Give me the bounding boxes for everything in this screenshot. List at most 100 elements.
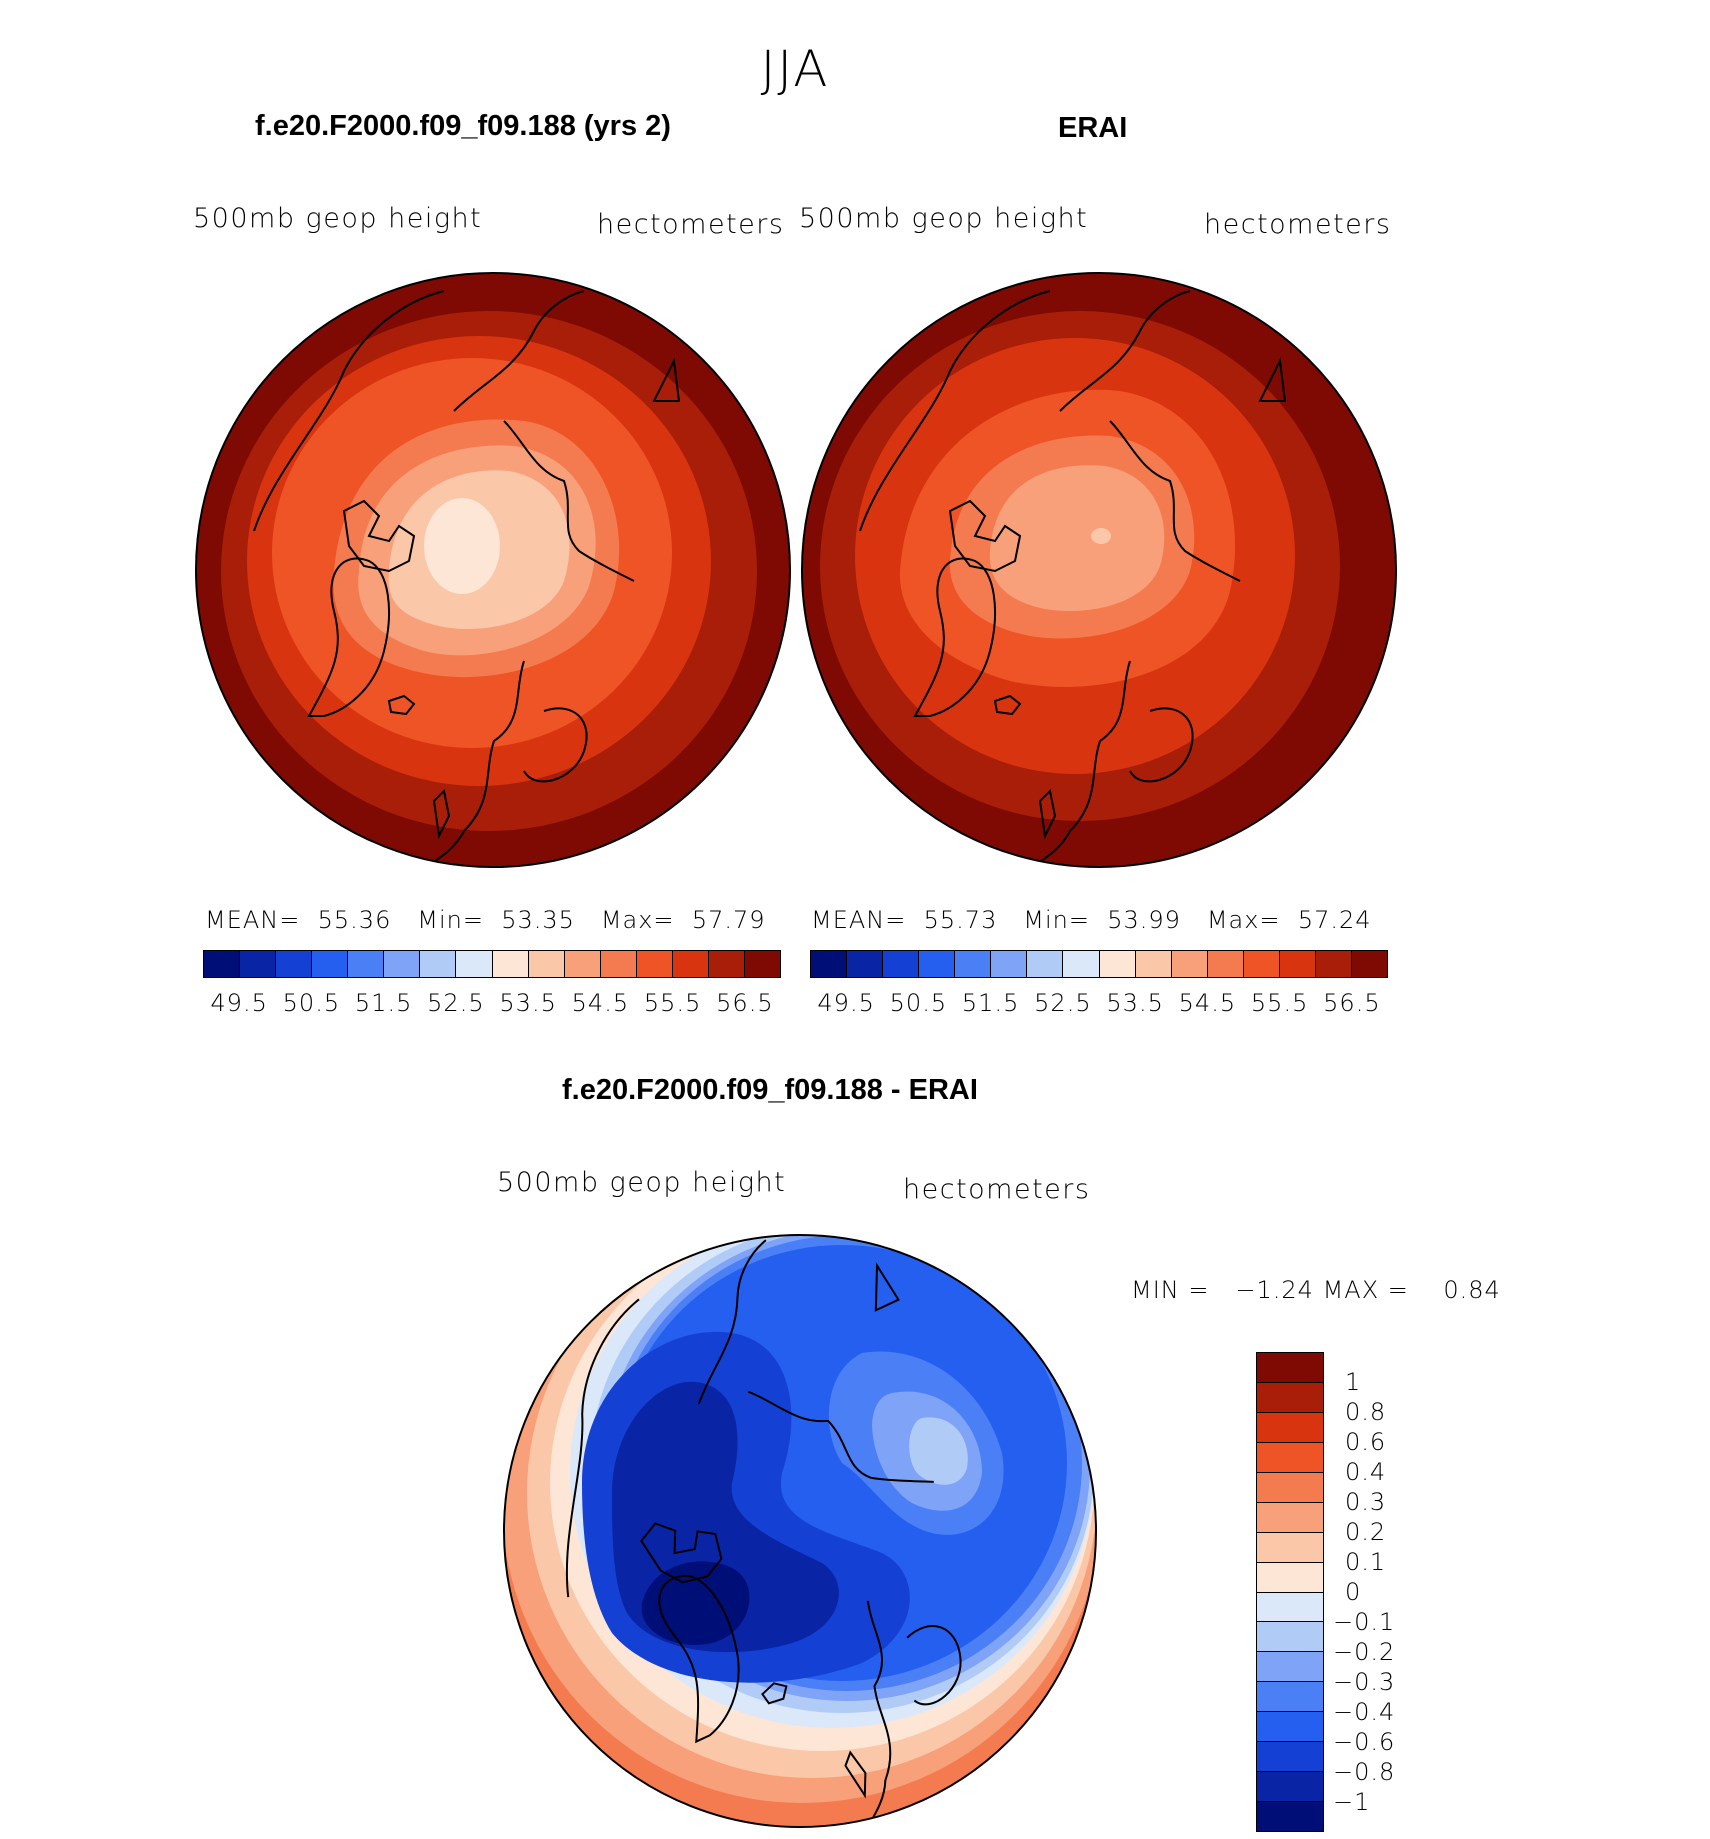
colorbar-tick-label: 54.5	[1178, 989, 1237, 1017]
mean-label: MEAN=	[811, 906, 907, 934]
panel3-stats: MIN = −1.24 MAX = 0.84	[1131, 1276, 1501, 1304]
max-value: 57.24	[1297, 906, 1372, 934]
colorbar-swatch	[600, 951, 637, 977]
colorbar-tick-label: −0.6	[1333, 1728, 1396, 1756]
panel3-colorbar-ticks: 1 0.8 0.6 0.4 0.3 0.2 0.1 0 −0.1 −0.2 −0.3 −0.4 −0.6…	[1333, 1352, 1423, 1832]
panel2-colorbar-ticks: 49.5 50.5 51.5 52.5 53.5 54.5 55.5 56.5	[810, 989, 1388, 1019]
coast-outline	[1109, 420, 1241, 582]
colorbar-tick-label: 0.3	[1345, 1488, 1387, 1516]
panel2-stats: MEAN= 55.73 Min= 53.99 Max= 57.24	[811, 906, 1372, 934]
colorbar-swatch	[1171, 951, 1208, 977]
colorbar-tick-label: 0.2	[1345, 1518, 1387, 1546]
panel3-title: f.e20.F2000.f09_f09.188 - ERAI	[562, 1074, 978, 1106]
colorbar-swatch	[1257, 1742, 1323, 1773]
colorbar-swatch	[883, 951, 920, 977]
panel1-map-border	[195, 272, 791, 868]
colorbar-swatch	[919, 951, 956, 977]
colorbar-swatch	[1257, 1353, 1323, 1383]
colorbar-swatch	[420, 951, 457, 977]
britain-outline	[432, 788, 451, 840]
scandinavia-outline	[423, 660, 525, 867]
min-label: Min=	[417, 906, 484, 934]
colorbar-tick-label: 53.5	[1106, 989, 1164, 1017]
colorbar-swatch	[847, 951, 884, 977]
panel2-variable: 500mb geop height	[799, 203, 1089, 234]
contour-fill	[1091, 528, 1111, 544]
colorbar-swatch	[1027, 951, 1064, 977]
colorbar-tick-label: 50.5	[889, 989, 948, 1017]
min-value: −1.24	[1235, 1276, 1314, 1304]
colorbar-tick-label: −1	[1333, 1788, 1371, 1816]
colorbar-tick-label: 50.5	[282, 989, 341, 1017]
coast-outline	[1129, 707, 1194, 783]
panel3-contours	[504, 1235, 1096, 1827]
colorbar-swatch	[1243, 951, 1280, 977]
max-label: Max=	[1206, 906, 1281, 934]
max-label: MAX =	[1322, 1276, 1409, 1304]
britain-outline	[1038, 788, 1057, 840]
min-label: Min=	[1023, 906, 1090, 934]
coast-outline	[453, 290, 585, 412]
coast-outline	[1059, 290, 1191, 412]
colorbar-swatch	[1257, 1802, 1323, 1831]
contour-fill	[424, 498, 500, 594]
colorbar-tick-label: 0.8	[1345, 1398, 1387, 1426]
colorbar-tick-label: −0.4	[1333, 1698, 1396, 1726]
coast-outline	[747, 1390, 934, 1483]
panel1-colorbar-ticks: 49.5 50.5 51.5 52.5 53.5 54.5 55.5 56.5	[203, 989, 781, 1019]
coast-outline	[503, 420, 635, 582]
colorbar-swatch	[811, 951, 848, 977]
colorbar-tick-label: 54.5	[571, 989, 630, 1017]
colorbar-swatch	[744, 951, 780, 977]
colorbar-tick-label: 49.5	[210, 989, 268, 1017]
colorbar-swatch	[456, 951, 493, 977]
panel2-contours	[802, 273, 1396, 867]
colorbar-tick-label: 53.5	[499, 989, 557, 1017]
panel1-map	[195, 272, 791, 868]
colorbar-tick-label: 56.5	[716, 989, 774, 1017]
mean-label: MEAN=	[205, 906, 301, 934]
colorbar-swatch	[1257, 1442, 1323, 1473]
colorbar-swatch	[1099, 951, 1136, 977]
coast-outline	[697, 1239, 767, 1405]
iceland-outline	[761, 1682, 788, 1705]
panel1-contours	[196, 273, 790, 867]
colorbar-swatch	[1257, 1532, 1323, 1563]
max-label: Max=	[600, 906, 675, 934]
colorbar-swatch	[528, 951, 565, 977]
colorbar-tick-label: 49.5	[817, 989, 875, 1017]
panel1-coastlines	[253, 290, 681, 867]
colorbar-tick-label: 55.5	[643, 989, 702, 1017]
coast-outline	[565, 1298, 640, 1598]
panel3-coastlines	[565, 1239, 962, 1827]
colorbar-tick-label: 56.5	[1323, 989, 1381, 1017]
coast-outline	[1258, 357, 1287, 402]
colorbar-swatch	[1257, 1382, 1323, 1413]
mean-value: 55.73	[923, 906, 998, 934]
panel1-title: f.e20.F2000.f09_f09.188 (yrs 2)	[255, 110, 671, 142]
colorbar-swatch	[1315, 951, 1352, 977]
colorbar-swatch	[1257, 1772, 1323, 1803]
colorbar-tick-label: 55.5	[1250, 989, 1309, 1017]
colorbar-tick-label: 0.4	[1345, 1458, 1387, 1486]
colorbar-tick-label: −0.8	[1333, 1758, 1396, 1786]
colorbar-swatch	[240, 951, 277, 977]
colorbar-swatch	[1257, 1592, 1323, 1623]
panel2-colorbar	[810, 950, 1388, 978]
colorbar-swatch	[991, 951, 1028, 977]
colorbar-swatch	[276, 951, 313, 977]
colorbar-swatch	[204, 951, 241, 977]
colorbar-tick-label: −0.2	[1333, 1638, 1396, 1666]
colorbar-swatch	[1135, 951, 1172, 977]
panel1-stats: MEAN= 55.36 Min= 53.35 Max= 57.79	[205, 906, 766, 934]
colorbar-tick-label: 1	[1345, 1368, 1362, 1396]
arctic-islands-outline	[948, 499, 1022, 573]
colorbar-swatch	[1279, 951, 1316, 977]
max-value: 0.84	[1443, 1276, 1501, 1304]
colorbar-swatch	[1257, 1622, 1323, 1653]
greenland-outline	[658, 1574, 740, 1744]
scandinavia-outline	[864, 1600, 892, 1827]
colorbar-tick-label: 52.5	[1034, 989, 1092, 1017]
greenland-outline	[913, 557, 996, 717]
greenland-outline	[307, 557, 390, 717]
